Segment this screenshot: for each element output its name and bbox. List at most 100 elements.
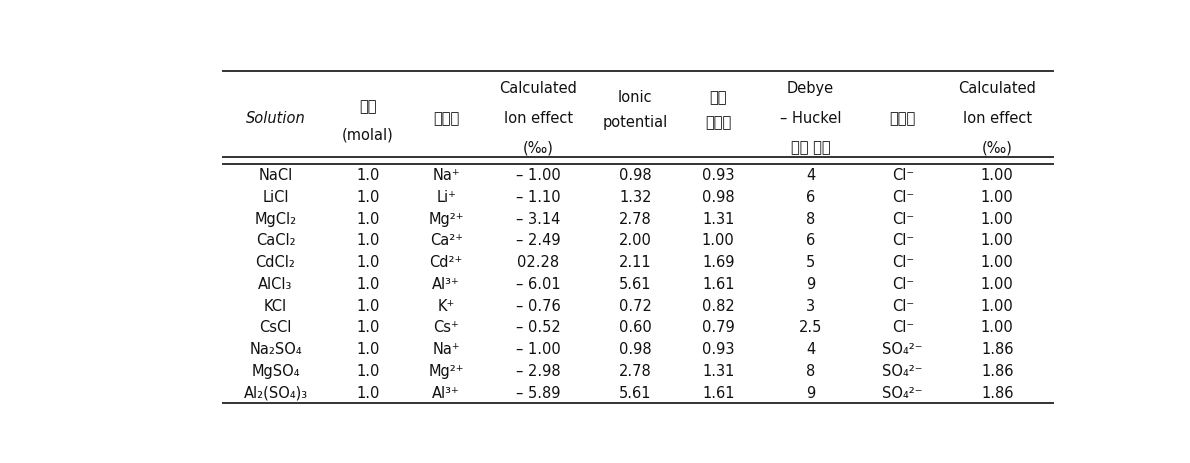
Text: 1.00: 1.00	[702, 233, 734, 248]
Text: Ion effect: Ion effect	[963, 111, 1032, 125]
Text: SO₄²⁻: SO₄²⁻	[883, 341, 923, 357]
Text: 1.0: 1.0	[356, 168, 380, 182]
Text: Ionic: Ionic	[618, 90, 652, 105]
Text: – 6.01: – 6.01	[516, 276, 560, 291]
Text: SO₄²⁻: SO₄²⁻	[883, 385, 923, 400]
Text: 3: 3	[806, 298, 815, 313]
Text: 1.00: 1.00	[981, 319, 1014, 335]
Text: 1.61: 1.61	[702, 276, 734, 291]
Text: Debye: Debye	[787, 81, 834, 96]
Text: 1.69: 1.69	[702, 255, 734, 269]
Text: Solution: Solution	[245, 111, 306, 125]
Text: – 2.49: – 2.49	[516, 233, 560, 248]
Text: 1.00: 1.00	[981, 255, 1014, 269]
Text: 0.98: 0.98	[702, 189, 734, 204]
Text: 5.61: 5.61	[619, 385, 651, 400]
Text: 1.0: 1.0	[356, 189, 380, 204]
Text: 2.11: 2.11	[619, 255, 652, 269]
Text: Al³⁺: Al³⁺	[432, 276, 461, 291]
Text: Cs⁺: Cs⁺	[433, 319, 459, 335]
Text: 0.93: 0.93	[702, 341, 734, 357]
Text: Na⁺: Na⁺	[432, 341, 461, 357]
Text: Al³⁺: Al³⁺	[432, 385, 461, 400]
Text: (‰): (‰)	[522, 140, 553, 155]
Text: – 1.10: – 1.10	[516, 189, 560, 204]
Text: 1.0: 1.0	[356, 341, 380, 357]
Text: 1.00: 1.00	[981, 276, 1014, 291]
Text: 1.0: 1.0	[356, 319, 380, 335]
Text: 0.98: 0.98	[619, 168, 652, 182]
Text: 2.00: 2.00	[619, 233, 652, 248]
Text: 1.0: 1.0	[356, 363, 380, 378]
Text: Ca²⁺: Ca²⁺	[430, 233, 463, 248]
Text: 1.31: 1.31	[702, 363, 734, 378]
Text: 0.82: 0.82	[702, 298, 734, 313]
Text: Calculated: Calculated	[958, 81, 1036, 96]
Text: K⁺: K⁺	[438, 298, 455, 313]
Text: Na⁺: Na⁺	[432, 168, 461, 182]
Text: 0.72: 0.72	[619, 298, 652, 313]
Text: 4: 4	[806, 168, 815, 182]
Text: – 3.14: – 3.14	[516, 211, 560, 226]
Text: Cl⁻: Cl⁻	[891, 168, 914, 182]
Text: Al₂(SO₄)₃: Al₂(SO₄)₃	[244, 385, 308, 400]
Text: – Huckel: – Huckel	[779, 111, 841, 125]
Text: 1.00: 1.00	[981, 189, 1014, 204]
Text: potential: potential	[602, 115, 668, 130]
Text: 1.00: 1.00	[981, 168, 1014, 182]
Text: 6: 6	[806, 189, 815, 204]
Text: 8: 8	[806, 211, 815, 226]
Text: 6: 6	[806, 233, 815, 248]
Text: – 5.89: – 5.89	[516, 385, 560, 400]
Text: 1.31: 1.31	[702, 211, 734, 226]
Text: 1.86: 1.86	[981, 385, 1014, 400]
Text: 1.0: 1.0	[356, 211, 380, 226]
Text: 1.86: 1.86	[981, 363, 1014, 378]
Text: 1.61: 1.61	[702, 385, 734, 400]
Text: 2.5: 2.5	[798, 319, 822, 335]
Text: Cl⁻: Cl⁻	[891, 255, 914, 269]
Text: 0.98: 0.98	[619, 341, 652, 357]
Text: 5.61: 5.61	[619, 276, 651, 291]
Text: CdCl₂: CdCl₂	[256, 255, 295, 269]
Text: 1.32: 1.32	[619, 189, 651, 204]
Text: 용성도: 용성도	[706, 115, 732, 130]
Text: SO₄²⁻: SO₄²⁻	[883, 363, 923, 378]
Text: 전기: 전기	[709, 90, 727, 105]
Text: Cl⁻: Cl⁻	[891, 189, 914, 204]
Text: Cl⁻: Cl⁻	[891, 276, 914, 291]
Text: AlCl₃: AlCl₃	[258, 276, 293, 291]
Text: – 2.98: – 2.98	[516, 363, 560, 378]
Text: – 1.00: – 1.00	[516, 168, 560, 182]
Text: 5: 5	[806, 255, 815, 269]
Text: (‰): (‰)	[982, 140, 1013, 155]
Text: CsCl: CsCl	[259, 319, 292, 335]
Text: 1.00: 1.00	[981, 233, 1014, 248]
Text: – 0.52: – 0.52	[516, 319, 560, 335]
Text: Cl⁻: Cl⁻	[891, 319, 914, 335]
Text: 1.0: 1.0	[356, 298, 380, 313]
Text: 0.79: 0.79	[702, 319, 734, 335]
Text: 음이온: 음이온	[890, 111, 916, 125]
Text: 이온 크기: 이온 크기	[790, 140, 831, 155]
Text: 0.60: 0.60	[619, 319, 652, 335]
Text: Ion effect: Ion effect	[503, 111, 572, 125]
Text: CaCl₂: CaCl₂	[256, 233, 295, 248]
Text: 1.00: 1.00	[981, 211, 1014, 226]
Text: Cl⁻: Cl⁻	[891, 298, 914, 313]
Text: 농도: 농도	[359, 100, 376, 114]
Text: MgCl₂: MgCl₂	[255, 211, 296, 226]
Text: LiCl: LiCl	[262, 189, 289, 204]
Text: Li⁺: Li⁺	[437, 189, 456, 204]
Text: (molal): (molal)	[342, 127, 394, 142]
Text: Mg²⁺: Mg²⁺	[428, 211, 464, 226]
Text: 1.86: 1.86	[981, 341, 1014, 357]
Text: 1.0: 1.0	[356, 276, 380, 291]
Text: – 0.76: – 0.76	[516, 298, 560, 313]
Text: 1.0: 1.0	[356, 385, 380, 400]
Text: 2.78: 2.78	[619, 211, 652, 226]
Text: 4: 4	[806, 341, 815, 357]
Text: 1.0: 1.0	[356, 233, 380, 248]
Text: Cd²⁺: Cd²⁺	[430, 255, 463, 269]
Text: 1.00: 1.00	[981, 298, 1014, 313]
